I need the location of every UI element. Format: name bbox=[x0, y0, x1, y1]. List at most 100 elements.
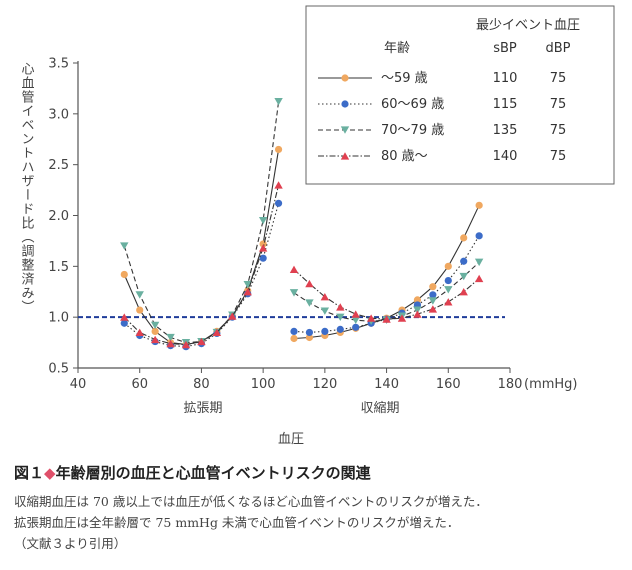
series-4-point bbox=[336, 303, 345, 311]
series-4-point bbox=[150, 335, 160, 344]
x-unit-label: (mmHg) bbox=[524, 377, 578, 392]
series-4-point bbox=[474, 274, 484, 283]
series-2-point bbox=[274, 199, 283, 207]
caption-line-3: （文献３より引用） bbox=[14, 536, 127, 551]
series-4-point bbox=[428, 305, 438, 313]
series-4-point bbox=[166, 339, 175, 348]
legend-marker bbox=[341, 74, 349, 82]
series-2-point bbox=[460, 257, 468, 265]
series-2-point bbox=[259, 254, 267, 262]
series-3-point bbox=[413, 306, 422, 314]
series-1-point bbox=[151, 327, 159, 335]
x-tick-label: 40 bbox=[70, 377, 87, 392]
legend-marker bbox=[340, 126, 350, 134]
caption-title: 図１◆年齢層別の血圧と心血管イベントリスクの関連 bbox=[14, 462, 620, 483]
series-2-point bbox=[475, 232, 483, 240]
series-2-point bbox=[444, 276, 452, 285]
series-1-point bbox=[136, 306, 144, 314]
legend-age-label: 〜59 歳 bbox=[381, 71, 428, 86]
series-1-diastolic-line bbox=[123, 149, 280, 346]
series-4-point bbox=[181, 340, 191, 349]
series-2-point bbox=[290, 327, 298, 335]
y-tick-label: 2.0 bbox=[48, 209, 69, 224]
legend-sbp-value: 115 bbox=[493, 97, 518, 112]
series-1-point bbox=[305, 333, 314, 342]
series-3-diastolic-line bbox=[123, 101, 280, 344]
series-3-point bbox=[320, 307, 330, 315]
series-4-point bbox=[397, 314, 407, 322]
legend-box bbox=[305, 5, 615, 185]
y-axis-title: 心血管イベントハザード比（調整済み） bbox=[19, 62, 35, 314]
legend-col-age: 年齢 bbox=[384, 41, 410, 56]
legend-col-sbp: sBP bbox=[493, 41, 517, 56]
caption-line-1: 収縮期血圧は 70 歳以上では血圧が低くなるほど心血管イベントのリスクが増えた． bbox=[14, 494, 488, 509]
legend-age-label: 80 歳〜 bbox=[381, 149, 428, 164]
diastolic-region-label: 拡張期 bbox=[183, 401, 222, 416]
series-4-point bbox=[366, 314, 376, 322]
series-2-diastolic-line bbox=[123, 203, 280, 348]
series-4-point bbox=[413, 310, 422, 318]
y-tick-label: 2.5 bbox=[48, 158, 69, 173]
x-tick-label: 60 bbox=[131, 377, 148, 392]
series-4-point bbox=[444, 298, 453, 306]
series-1-point bbox=[444, 262, 452, 270]
series-3-point bbox=[336, 313, 345, 321]
figure-number: 図１ bbox=[14, 464, 45, 482]
y-tick-label: 1.0 bbox=[48, 311, 69, 326]
series-1-point bbox=[274, 145, 283, 154]
series-2-point bbox=[321, 327, 329, 335]
legend-sbp-value: 140 bbox=[493, 149, 518, 164]
series-1-point bbox=[290, 334, 298, 343]
series-3-point bbox=[474, 258, 484, 267]
x-tick-label: 120 bbox=[312, 377, 337, 392]
x-tick-label: 180 bbox=[498, 377, 523, 392]
hazard-ratio-chart: 0.5 1.0 1.5 2.0 2.5 3.0 3.5 40 60 80 100 120 140 160 1… bbox=[19, 5, 615, 447]
series-3-point bbox=[243, 281, 252, 289]
series-4-point bbox=[351, 310, 360, 318]
legend-age-label: 70〜79 歳 bbox=[381, 123, 444, 138]
series-3-point bbox=[305, 299, 314, 307]
series-4-point bbox=[212, 328, 222, 337]
series-3-point bbox=[274, 98, 283, 106]
series-3-point bbox=[459, 272, 468, 281]
legend-dbp-value: 75 bbox=[550, 97, 567, 112]
series-4-point bbox=[258, 244, 268, 252]
series-3-point bbox=[289, 289, 299, 297]
series-4-point bbox=[197, 337, 206, 346]
series-1-point bbox=[413, 296, 422, 304]
series-3-point bbox=[120, 242, 129, 250]
series-4-point bbox=[135, 328, 144, 337]
legend-col-dbp: dBP bbox=[545, 41, 570, 56]
x-tick-label: 140 bbox=[374, 377, 399, 392]
series-2-point bbox=[429, 291, 437, 299]
legend-marker bbox=[340, 152, 350, 160]
x-axis-title: 血圧 bbox=[278, 432, 304, 447]
caption-heading: 年齢層別の血圧と心血管イベントリスクの関連 bbox=[55, 464, 371, 482]
x-tick-label: 100 bbox=[251, 377, 276, 392]
series-1-point bbox=[429, 283, 437, 291]
y-tick-label: 3.5 bbox=[48, 57, 69, 72]
series-1-point bbox=[460, 234, 468, 242]
series-4-point bbox=[243, 287, 252, 296]
series-2-point bbox=[305, 328, 314, 337]
legend-sbp-value: 110 bbox=[493, 71, 518, 86]
series-2-point bbox=[352, 323, 360, 331]
legend-dbp-value: 75 bbox=[550, 71, 567, 86]
legend-header: 最少イベント血圧 bbox=[476, 18, 580, 33]
legend-dbp-value: 75 bbox=[550, 123, 567, 138]
series-4-point bbox=[228, 312, 237, 320]
systolic-region-label: 収縮期 bbox=[360, 400, 399, 416]
caption-line-2: 拡張期血圧は全年齢層で 75 mmHg 未満で心血管イベントのリスクが増えた． bbox=[14, 515, 460, 530]
y-tick-label: 1.5 bbox=[48, 260, 69, 275]
series-4-point bbox=[289, 265, 299, 273]
y-tick-label: 3.0 bbox=[48, 107, 69, 122]
series-3-point bbox=[351, 316, 360, 325]
y-tick-label: 0.5 bbox=[48, 362, 69, 377]
series-4-point bbox=[305, 279, 314, 288]
series-3-point bbox=[166, 333, 175, 342]
series-2-point bbox=[336, 325, 344, 333]
series-3-point bbox=[150, 321, 160, 330]
series-4-point bbox=[274, 181, 283, 189]
series-4-point bbox=[459, 287, 468, 296]
legend-age-label: 60〜69 歳 bbox=[381, 97, 444, 112]
